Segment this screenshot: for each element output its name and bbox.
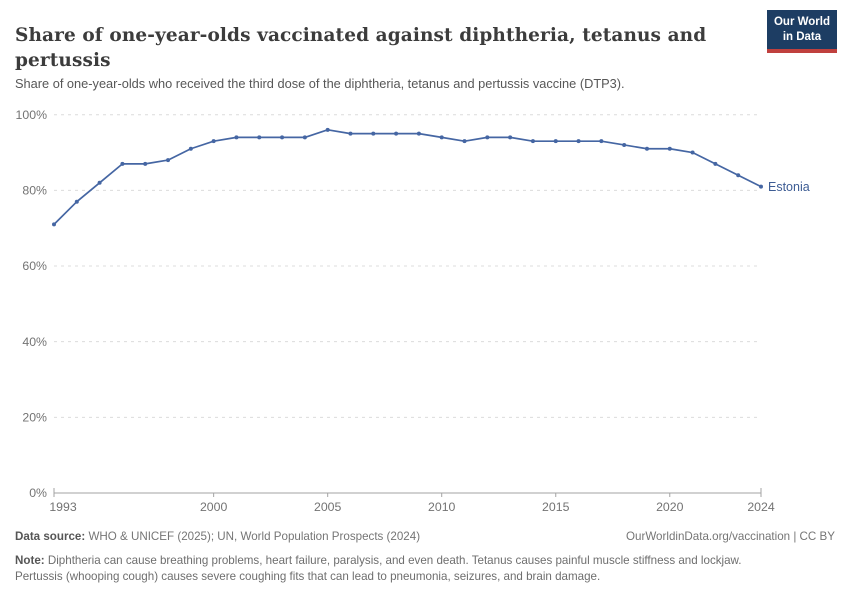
page-title: Share of one-year-olds vaccinated agains… xyxy=(15,25,707,71)
data-point[interactable] xyxy=(599,139,604,144)
data-point[interactable] xyxy=(348,131,353,136)
data-point[interactable] xyxy=(553,139,558,144)
x-axis-tick-label: 1993 xyxy=(49,500,77,514)
owid-logo-line1: Our World xyxy=(773,16,830,28)
data-source: Data source: WHO & UNICEF (2025); UN, Wo… xyxy=(15,530,420,543)
data-source-text: WHO & UNICEF (2025); UN, World Populatio… xyxy=(85,530,421,543)
data-point[interactable] xyxy=(736,173,741,178)
data-point[interactable] xyxy=(302,135,307,140)
series-end-label[interactable]: Estonia xyxy=(768,180,810,194)
y-axis-tick-label: 60% xyxy=(22,259,47,273)
data-point[interactable] xyxy=(143,161,148,166)
data-source-label: Data source: xyxy=(15,530,86,543)
data-point[interactable] xyxy=(52,222,56,227)
x-axis-tick-label: 2010 xyxy=(428,500,456,514)
data-point[interactable] xyxy=(439,135,444,140)
y-axis-tick-label: 20% xyxy=(22,411,47,425)
data-point[interactable] xyxy=(667,146,672,151)
data-point[interactable] xyxy=(485,135,490,140)
owid-logo-line2: in Data xyxy=(782,30,822,43)
data-point[interactable] xyxy=(166,158,171,163)
footnote-label: Note: xyxy=(15,554,45,567)
y-axis-tick-label: 0% xyxy=(29,486,47,500)
x-axis-tick-label: 2024 xyxy=(747,500,775,514)
data-point[interactable] xyxy=(257,135,262,140)
data-point[interactable] xyxy=(280,135,285,140)
data-point[interactable] xyxy=(97,180,102,185)
data-point[interactable] xyxy=(371,131,376,136)
x-axis-tick-label: 2000 xyxy=(200,500,228,514)
x-axis-tick-label: 2020 xyxy=(656,500,684,514)
data-point[interactable] xyxy=(234,135,239,140)
data-point[interactable] xyxy=(713,161,718,166)
data-point[interactable] xyxy=(211,139,216,144)
owid-logo[interactable]: Our World in Data xyxy=(766,10,837,53)
series-line[interactable] xyxy=(53,128,762,226)
data-point[interactable] xyxy=(416,131,421,136)
footer: Data source: WHO & UNICEF (2025); UN, Wo… xyxy=(15,530,835,543)
data-point[interactable] xyxy=(120,161,125,166)
data-point[interactable] xyxy=(576,139,581,144)
data-point[interactable] xyxy=(644,146,649,151)
data-point[interactable] xyxy=(325,127,330,132)
data-point[interactable] xyxy=(188,146,193,151)
data-point[interactable] xyxy=(530,139,535,144)
data-point[interactable] xyxy=(690,150,695,155)
x-axis-tick-label: 2015 xyxy=(542,500,570,514)
data-point[interactable] xyxy=(394,131,399,136)
data-point[interactable] xyxy=(462,139,467,144)
footnote: Note: Diphtheria can cause breathing pro… xyxy=(15,553,787,586)
data-point[interactable] xyxy=(74,199,79,204)
y-axis-tick-label: 80% xyxy=(22,184,47,198)
data-point[interactable] xyxy=(622,142,627,147)
data-point[interactable] xyxy=(508,135,513,140)
y-axis-tick-label: 40% xyxy=(22,335,47,349)
x-axis-tick-label: 2005 xyxy=(314,500,342,514)
chart-subtitle: Share of one-year-olds who received the … xyxy=(15,76,625,91)
data-point[interactable] xyxy=(759,184,763,189)
footnote-text: Diphtheria can cause breathing problems,… xyxy=(15,554,742,584)
attribution-link[interactable]: OurWorldinData.org/vaccination | CC BY xyxy=(626,530,835,543)
y-axis-tick-label: 100% xyxy=(16,108,48,122)
